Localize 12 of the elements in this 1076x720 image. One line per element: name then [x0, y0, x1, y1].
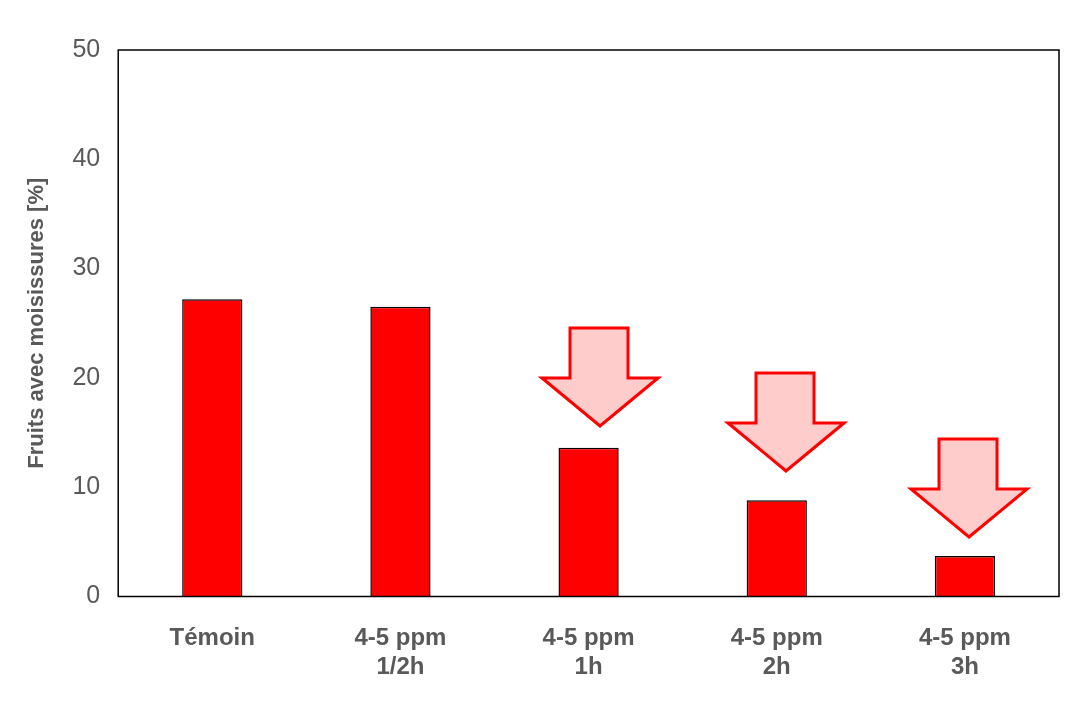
x-tick-label: Témoin: [169, 623, 255, 651]
y-tick-label: 20: [72, 361, 101, 390]
y-axis-title: Fruits avec moisissures [%]: [23, 177, 49, 469]
x-tick-label: 4-5 ppm 1/2h: [354, 623, 447, 680]
y-tick-label: 50: [72, 33, 101, 62]
x-tick-label: 4-5 ppm 2h: [730, 623, 823, 680]
x-tick-label: 4-5 ppm 3h: [918, 623, 1011, 680]
y-tick-label: 10: [72, 471, 101, 500]
y-tick-label: 40: [72, 143, 101, 172]
x-tick-label: 4-5 ppm 1h: [542, 623, 635, 680]
y-tick-label: 30: [72, 252, 101, 281]
y-tick-label: 0: [86, 580, 101, 609]
